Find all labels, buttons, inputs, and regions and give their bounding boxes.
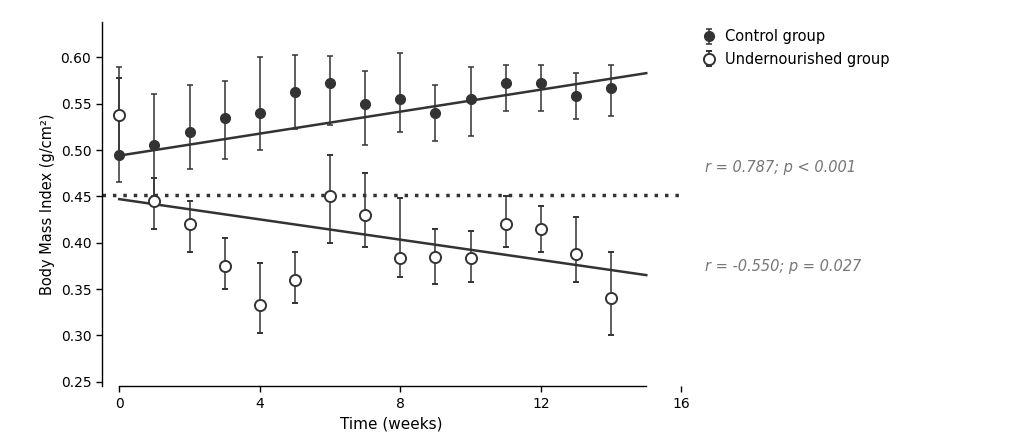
Y-axis label: Body Mass Index (g/cm²): Body Mass Index (g/cm²)	[40, 114, 55, 295]
Text: r = -0.550; p = 0.027: r = -0.550; p = 0.027	[705, 259, 860, 274]
Text: r = 0.787; p < 0.001: r = 0.787; p < 0.001	[705, 160, 855, 175]
Legend: Control group, Undernourished group: Control group, Undernourished group	[701, 29, 890, 67]
X-axis label: Time (weeks): Time (weeks)	[341, 416, 442, 431]
